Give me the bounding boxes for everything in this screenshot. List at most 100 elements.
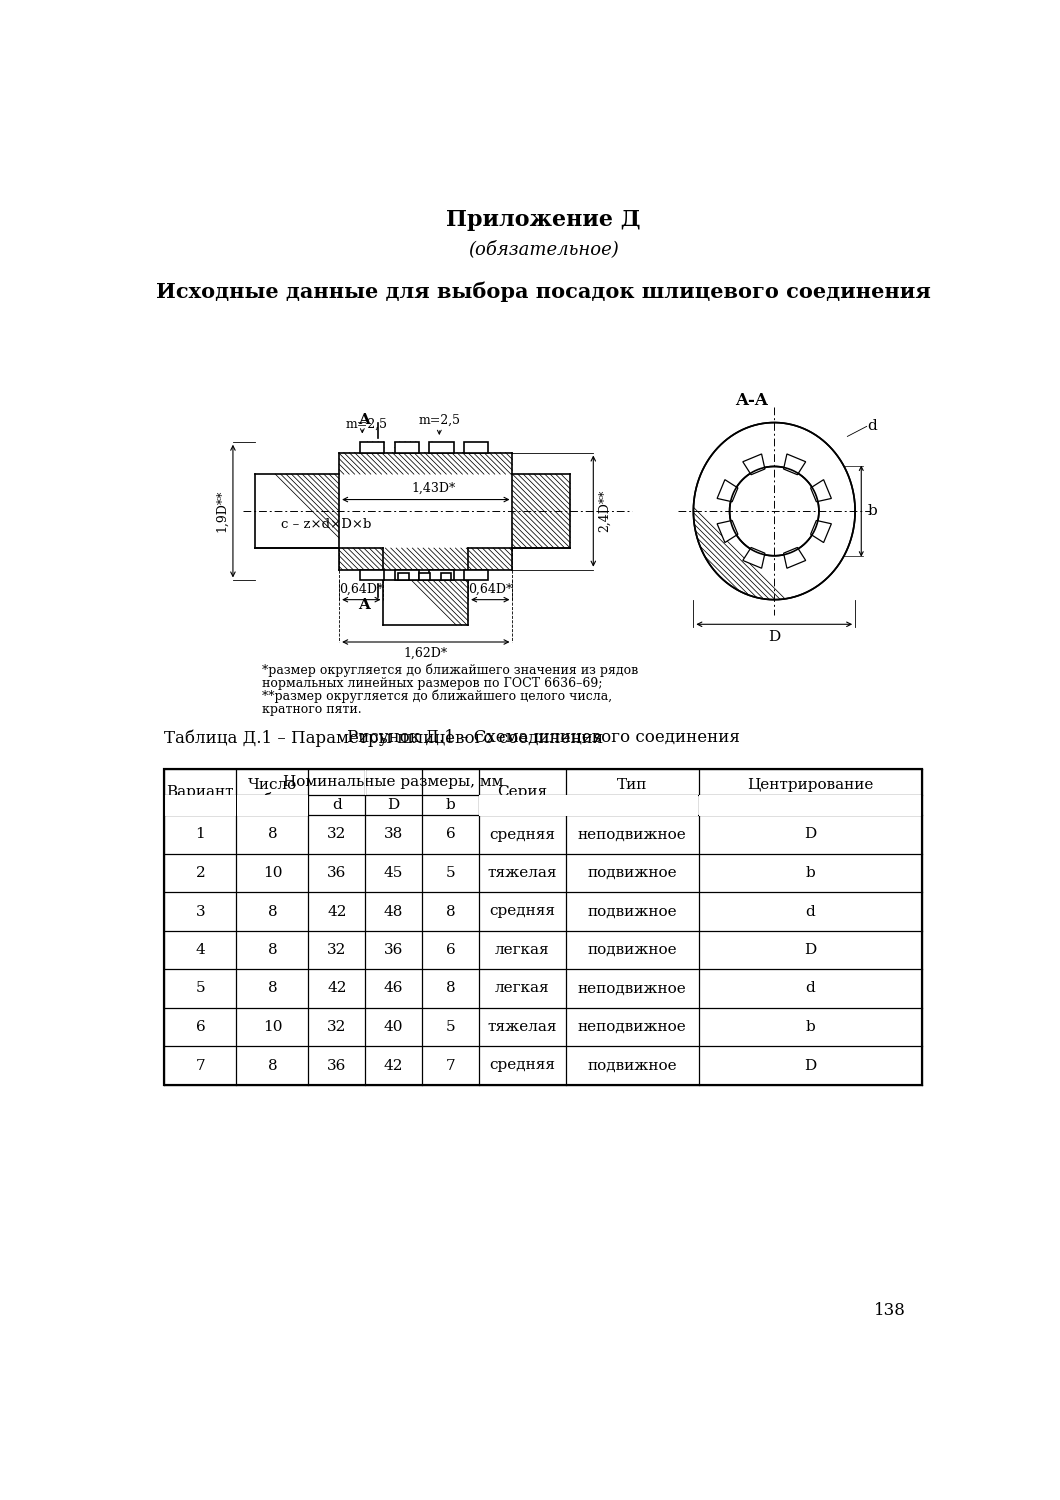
- Text: 5: 5: [445, 865, 455, 880]
- Bar: [464, 570, 489, 580]
- Text: 32: 32: [328, 828, 347, 842]
- Text: подвижное: подвижное: [587, 865, 677, 880]
- Text: 1,43D*: 1,43D*: [411, 482, 456, 495]
- Text: 36: 36: [328, 1059, 347, 1072]
- Text: d: d: [806, 981, 815, 996]
- Text: c – z×d×D×b: c – z×d×D×b: [282, 519, 372, 531]
- Text: средняя: средняя: [490, 904, 555, 918]
- Text: Номинальные размеры, мм: Номинальные размеры, мм: [283, 776, 504, 789]
- Text: 7: 7: [196, 1059, 206, 1072]
- Text: 3: 3: [196, 904, 206, 918]
- Text: легкая: легкая: [495, 944, 550, 957]
- Text: соединения: соединения: [585, 792, 679, 806]
- Text: m=2,5: m=2,5: [346, 417, 387, 430]
- Bar: [399, 573, 409, 580]
- Text: 5: 5: [196, 981, 206, 996]
- Text: нормальных линейных размеров по ГОСТ 6636–69;: нормальных линейных размеров по ГОСТ 663…: [262, 676, 603, 690]
- Text: 4: 4: [195, 944, 206, 957]
- Text: 8: 8: [267, 904, 278, 918]
- Text: 5: 5: [445, 1020, 455, 1034]
- Polygon shape: [783, 548, 806, 568]
- Polygon shape: [743, 548, 765, 568]
- Bar: [441, 573, 452, 580]
- Bar: [236, 795, 308, 816]
- Text: тяжелая: тяжелая: [488, 865, 558, 880]
- Polygon shape: [693, 423, 855, 600]
- Text: 32: 32: [328, 1020, 347, 1034]
- Text: подвижное: подвижное: [587, 944, 677, 957]
- Text: средняя: средняя: [490, 1059, 555, 1072]
- Text: 6: 6: [445, 944, 456, 957]
- Text: b: b: [806, 1020, 815, 1034]
- Text: 1: 1: [195, 828, 206, 842]
- Bar: [164, 795, 236, 816]
- Text: d: d: [332, 798, 341, 812]
- Polygon shape: [811, 480, 831, 502]
- Polygon shape: [811, 520, 831, 543]
- Text: тяжелая: тяжелая: [488, 1020, 558, 1034]
- Text: 46: 46: [384, 981, 404, 996]
- Text: 1,9D**: 1,9D**: [215, 490, 229, 532]
- Text: D: D: [805, 1059, 816, 1072]
- Bar: [566, 795, 699, 816]
- Text: D: D: [805, 944, 816, 957]
- Text: **размер округляется до ближайшего целого числа,: **размер округляется до ближайшего целог…: [262, 690, 613, 703]
- Bar: [164, 770, 922, 1084]
- Text: 40: 40: [384, 1020, 404, 1034]
- Text: 32: 32: [328, 944, 347, 957]
- Text: 42: 42: [384, 1059, 404, 1072]
- Polygon shape: [783, 454, 806, 474]
- Bar: [394, 570, 419, 580]
- Text: легкая: легкая: [495, 981, 550, 996]
- Text: неподвижное: неподвижное: [578, 1020, 687, 1034]
- Text: D: D: [805, 828, 816, 842]
- Bar: [360, 570, 384, 580]
- Text: D: D: [388, 798, 400, 812]
- Text: D: D: [768, 630, 780, 644]
- Text: d: d: [806, 904, 815, 918]
- Text: 1,62D*: 1,62D*: [404, 646, 448, 660]
- Text: 42: 42: [328, 904, 347, 918]
- Text: 8: 8: [445, 904, 455, 918]
- Text: 36: 36: [328, 865, 347, 880]
- Text: 8: 8: [267, 981, 278, 996]
- Text: 10: 10: [263, 1020, 282, 1034]
- Text: *размер округляется до ближайшего значения из рядов: *размер округляется до ближайшего значен…: [262, 663, 638, 676]
- Text: 8: 8: [267, 944, 278, 957]
- Bar: [420, 573, 430, 580]
- Bar: [429, 570, 454, 580]
- Text: b: b: [868, 504, 878, 518]
- Text: Рисунок Д.1 – Схема шлицевого соединения: Рисунок Д.1 – Схема шлицевого соединения: [347, 729, 740, 746]
- Text: Таблица Д.1 – Параметры шлицевого соединения: Таблица Д.1 – Параметры шлицевого соедин…: [164, 730, 604, 747]
- Bar: [429, 442, 454, 453]
- Text: Приложение Д: Приложение Д: [446, 209, 640, 231]
- Text: b: b: [445, 798, 456, 812]
- Text: 36: 36: [384, 944, 403, 957]
- Text: Исходные данные для выбора посадок шлицевого соединения: Исходные данные для выбора посадок шлице…: [156, 282, 931, 302]
- Text: 2: 2: [195, 865, 206, 880]
- Text: Вариант: Вариант: [166, 784, 234, 800]
- Text: 6: 6: [445, 828, 456, 842]
- Text: подвижное: подвижное: [587, 1059, 677, 1072]
- Bar: [360, 442, 384, 453]
- Bar: [164, 770, 922, 1084]
- Text: 8: 8: [445, 981, 455, 996]
- Polygon shape: [718, 480, 738, 502]
- Text: кратного пяти.: кратного пяти.: [262, 704, 361, 716]
- Text: 0,64D*: 0,64D*: [339, 584, 384, 596]
- Text: Тип: Тип: [617, 778, 648, 792]
- Bar: [699, 795, 922, 816]
- Text: 48: 48: [384, 904, 403, 918]
- Text: (обязательное): (обязательное): [467, 240, 619, 258]
- Text: 8: 8: [267, 828, 278, 842]
- Bar: [394, 442, 419, 453]
- Text: неподвижное: неподвижное: [578, 981, 687, 996]
- Text: 42: 42: [328, 981, 347, 996]
- Bar: [464, 442, 489, 453]
- Bar: [479, 795, 566, 816]
- Text: с: с: [806, 792, 814, 806]
- Text: 138: 138: [873, 1302, 905, 1318]
- Text: Центрирование: Центрирование: [747, 778, 873, 792]
- Text: 6: 6: [195, 1020, 206, 1034]
- Text: Серия: Серия: [497, 784, 547, 800]
